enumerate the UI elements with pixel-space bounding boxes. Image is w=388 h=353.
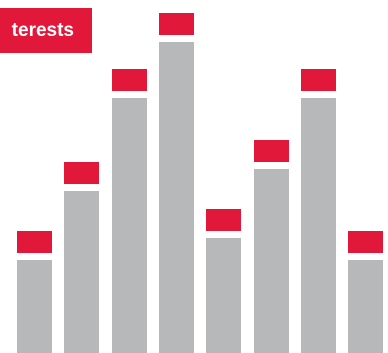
bar-3 (112, 98, 147, 353)
bar-cap-3 (112, 69, 147, 91)
bar-cap-6 (254, 140, 289, 162)
bar-1 (17, 260, 52, 353)
bar-4 (159, 42, 194, 353)
bar-6 (254, 169, 289, 353)
bar-column-8 (348, 0, 383, 353)
bar-column-4 (159, 0, 194, 353)
bar-cap-4 (159, 13, 194, 35)
bar-7 (301, 98, 336, 353)
bar-cap-2 (64, 162, 99, 184)
bar-column-7 (301, 0, 336, 353)
page-title: terests (11, 20, 74, 41)
bar-cap-5 (206, 209, 241, 231)
bar-cap-8 (348, 231, 383, 253)
bar-column-6 (254, 0, 289, 353)
bar-column-5 (206, 0, 241, 353)
bar-5 (206, 238, 241, 353)
bar-column-3 (112, 0, 147, 353)
bar-8 (348, 260, 383, 353)
bar-2 (64, 191, 99, 353)
title-banner: terests (0, 8, 92, 53)
bar-cap-1 (17, 231, 52, 253)
bar-column-2 (64, 0, 99, 353)
bar-column-1 (17, 0, 52, 353)
bar-cap-7 (301, 69, 336, 91)
